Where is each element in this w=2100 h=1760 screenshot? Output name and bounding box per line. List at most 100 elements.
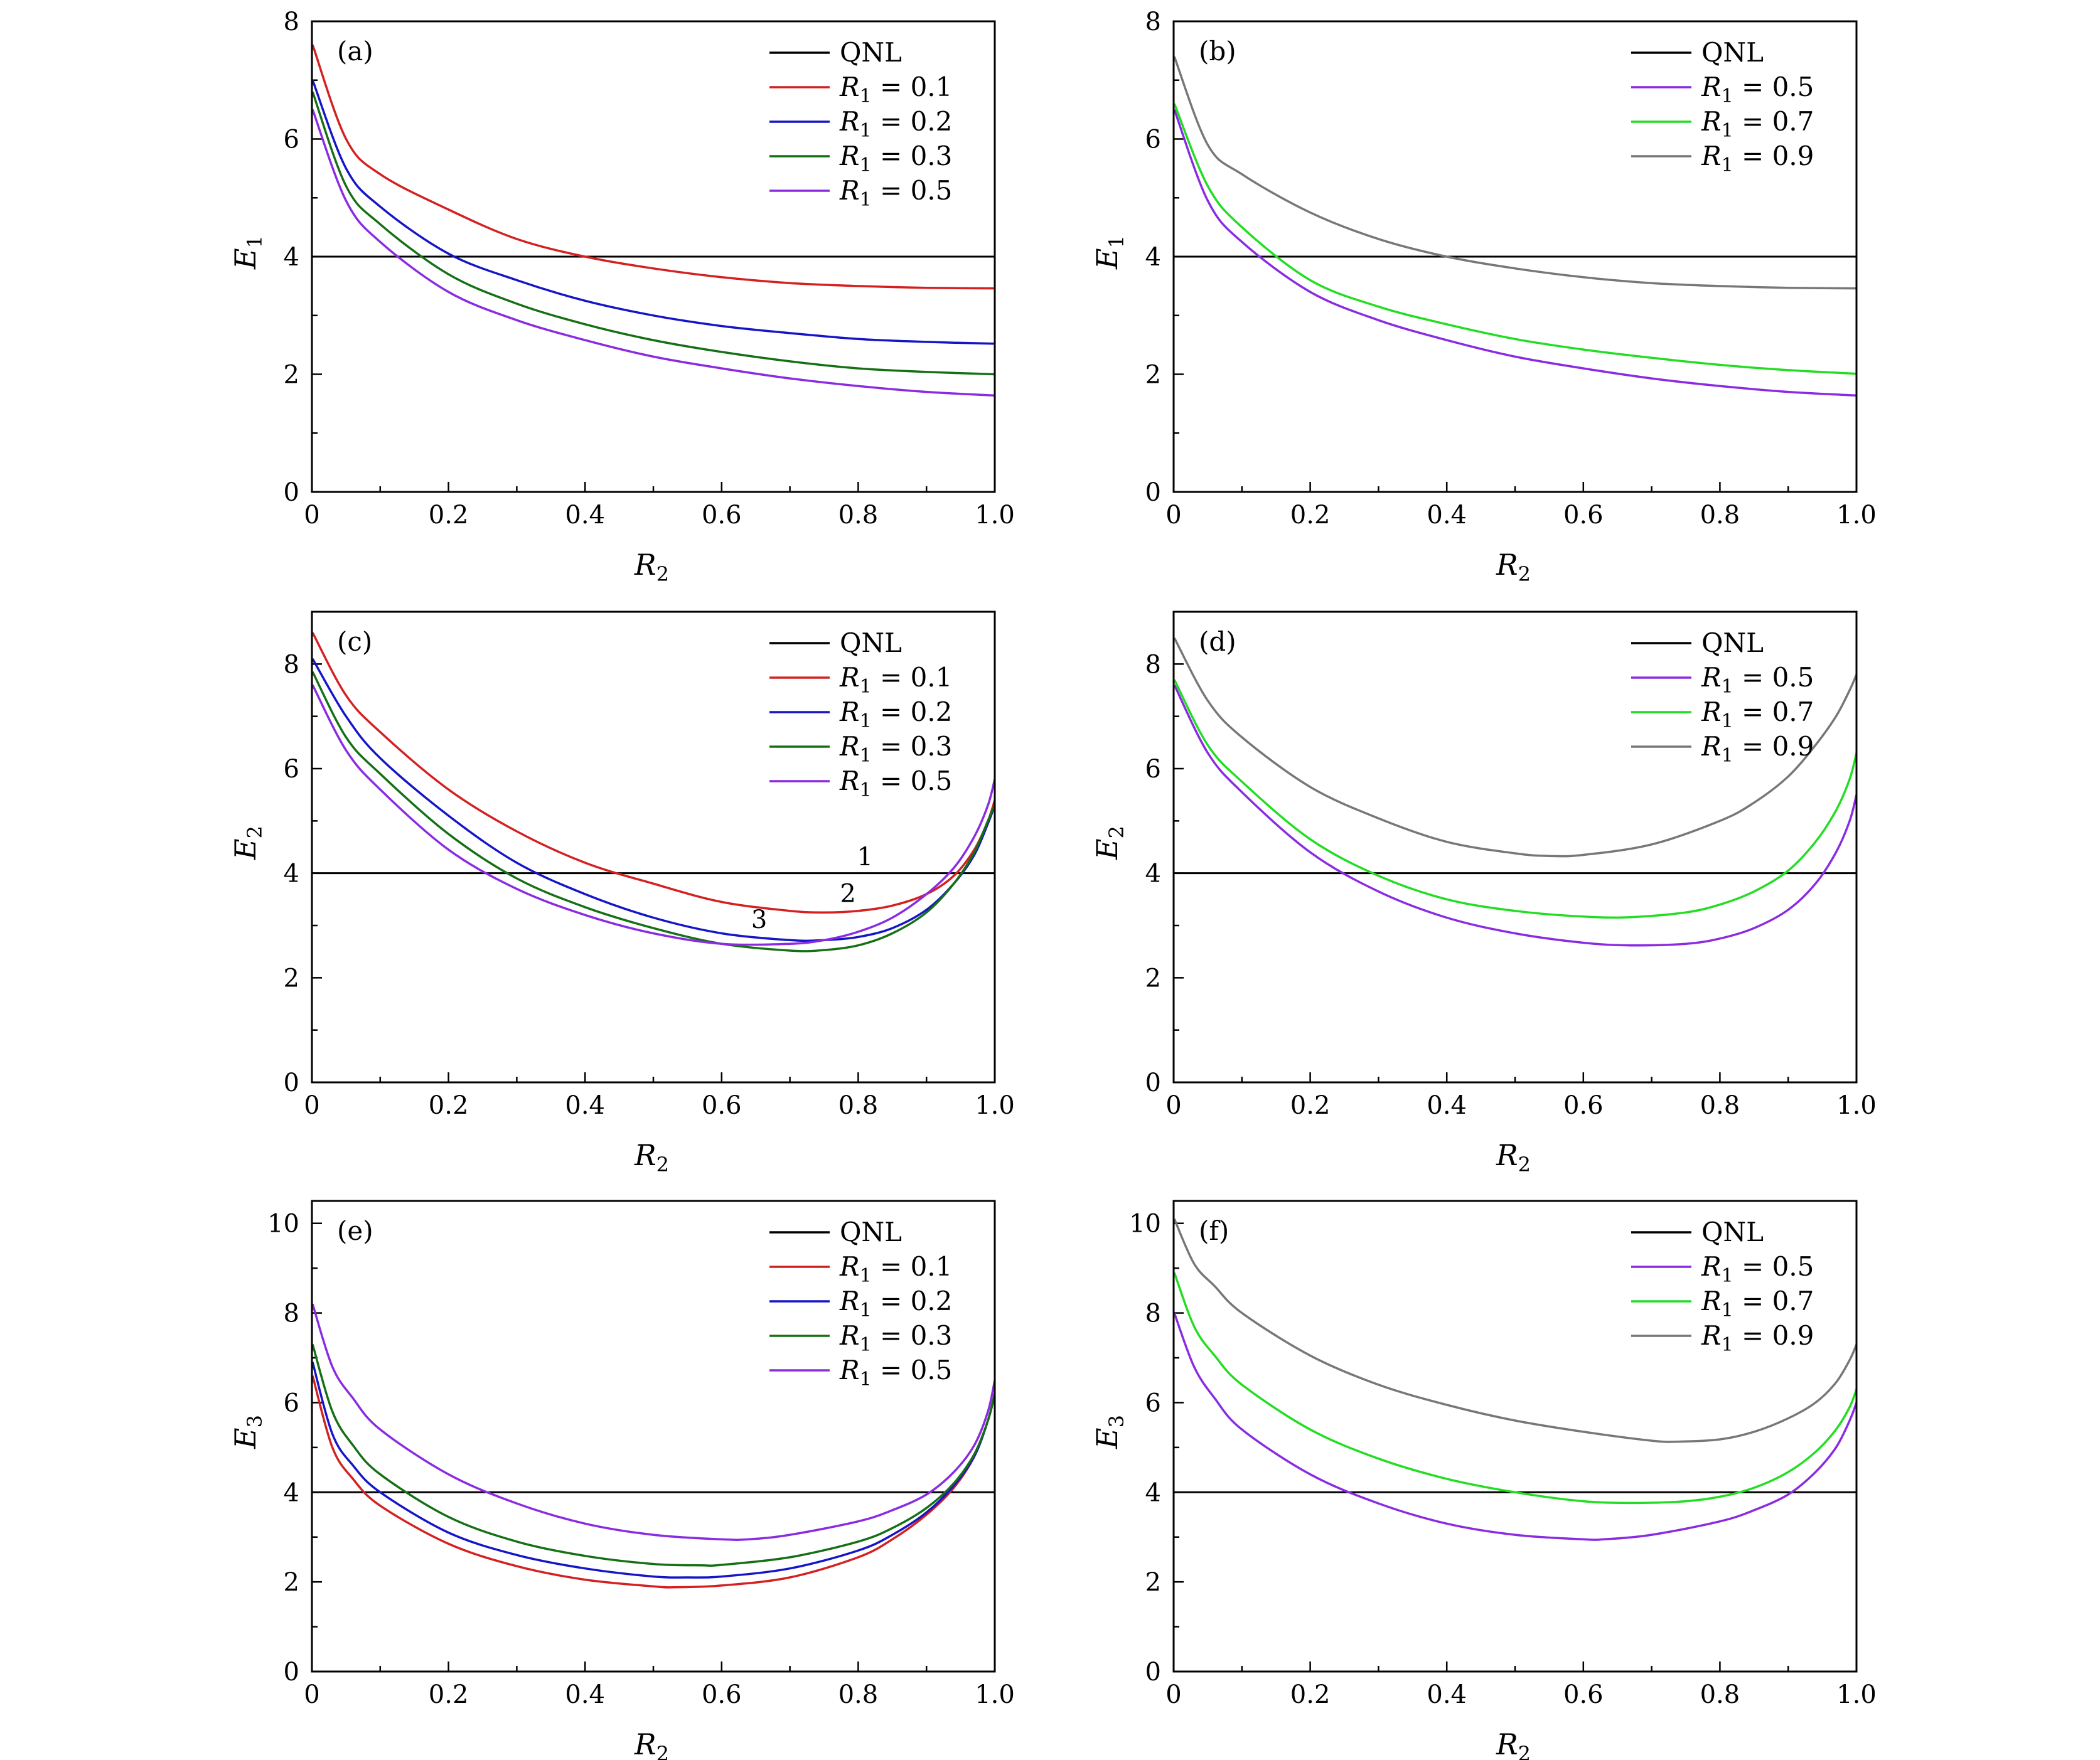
x-tick-label: 0.2: [429, 1091, 469, 1120]
x-tick-label: 0.6: [1563, 501, 1604, 530]
x-tick-label: 1.0: [975, 1091, 1015, 1120]
x-tick-label: 1.0: [1836, 1091, 1877, 1120]
x-tick-label: 0.2: [1290, 501, 1331, 530]
x-tick-label: 0.6: [702, 501, 742, 530]
x-tick-label: 0.6: [1563, 1091, 1604, 1120]
series-line: [312, 632, 995, 914]
y-tick-label: 6: [1145, 125, 1161, 154]
y-tick-label: 6: [284, 125, 299, 154]
legend-entry: QNL: [1701, 37, 1764, 68]
x-tick-label: 0: [1165, 1680, 1181, 1709]
y-tick-label: 6: [1145, 755, 1161, 784]
series-line: [1174, 684, 1856, 947]
series-line: [1174, 637, 1856, 858]
x-axis-title: R2: [634, 1138, 669, 1176]
series-line: [312, 1344, 995, 1567]
y-tick-label: 8: [284, 1299, 299, 1328]
y-tick-label: 2: [284, 1568, 299, 1597]
x-tick-label: 0.8: [1700, 501, 1740, 530]
panel-label: (c): [337, 626, 372, 657]
y-tick-label: 0: [1145, 478, 1161, 507]
x-axis-title: R2: [1496, 1727, 1531, 1760]
x-axis-title: R2: [634, 1727, 669, 1760]
y-tick-label: 8: [1145, 650, 1161, 679]
y-tick-label: 10: [1129, 1210, 1161, 1239]
x-tick-label: 0.2: [429, 1680, 469, 1709]
plot-frame: [311, 1200, 996, 1673]
plot-frame: [1172, 611, 1858, 1084]
y-tick-label: 4: [1145, 860, 1161, 888]
series-line: [312, 1303, 995, 1541]
series-line: [1174, 109, 1856, 397]
legend-entry: R1 = 0.3: [839, 141, 952, 176]
x-tick-label: 0: [1165, 1091, 1181, 1120]
legend-entry: R1 = 0.9: [1701, 1320, 1814, 1356]
legend-entry: R1 = 0.9: [1701, 731, 1814, 767]
y-axis-title: E3: [228, 1415, 267, 1449]
legend-entry: R1 = 0.2: [839, 106, 952, 142]
y-tick-label: 0: [1145, 1658, 1161, 1687]
y-axis-title: E1: [228, 235, 267, 270]
x-tick-label: 1.0: [1836, 1680, 1877, 1709]
series-line: [312, 109, 995, 397]
legend-entry: R1 = 0.5: [1701, 1251, 1814, 1287]
y-tick-label: 8: [284, 8, 299, 36]
legend-entry: R1 = 0.5: [839, 175, 952, 211]
x-tick-label: 1.0: [1836, 501, 1877, 530]
legend-entry: QNL: [1701, 1217, 1764, 1247]
x-tick-label: 0.8: [838, 1091, 879, 1120]
series-line: [1174, 103, 1856, 375]
panel-label: (f): [1199, 1215, 1229, 1246]
legend-entry: R1 = 0.5: [1701, 662, 1814, 698]
x-axis-title: R2: [1496, 548, 1531, 586]
series-line: [312, 1362, 995, 1579]
x-tick-label: 0.8: [1700, 1091, 1740, 1120]
y-axis-title: E2: [228, 826, 267, 860]
x-tick-label: 0.4: [1427, 1680, 1467, 1709]
series-line: [1174, 56, 1856, 290]
y-tick-label: 2: [284, 964, 299, 993]
y-tick-label: 2: [1145, 964, 1161, 993]
x-tick-label: 0.8: [1700, 1680, 1740, 1709]
plot-frame: [1172, 1200, 1858, 1673]
y-tick-label: 8: [284, 650, 299, 679]
x-axis-title: R2: [634, 548, 669, 586]
y-tick-label: 0: [284, 1658, 299, 1687]
panel-label: (b): [1199, 36, 1236, 67]
y-tick-label: 6: [284, 755, 299, 784]
legend-entry: R1 = 0.5: [1701, 72, 1814, 107]
legend-entry: R1 = 0.9: [1701, 141, 1814, 176]
series-line: [312, 80, 995, 345]
x-tick-label: 0.4: [1427, 1091, 1467, 1120]
curve-annotation: 3: [751, 905, 767, 934]
x-tick-label: 0.8: [838, 501, 879, 530]
series-line: [1174, 1313, 1856, 1541]
plot-frame: [311, 20, 996, 493]
plot-frame: [1172, 20, 1858, 493]
y-tick-label: 0: [284, 1069, 299, 1097]
y-tick-label: 4: [284, 1478, 299, 1507]
x-tick-label: 0.6: [702, 1680, 742, 1709]
panel-label: (a): [337, 36, 373, 67]
x-tick-label: 0.6: [702, 1091, 742, 1120]
series-line: [312, 91, 995, 376]
series-line: [1174, 1218, 1856, 1443]
y-tick-label: 6: [1145, 1389, 1161, 1417]
y-tick-label: 6: [284, 1389, 299, 1417]
legend-entry: R1 = 0.7: [1701, 1286, 1814, 1321]
x-tick-label: 0: [304, 1091, 319, 1120]
series-line: [1174, 1272, 1856, 1505]
x-tick-label: 0: [1165, 501, 1181, 530]
x-tick-label: 1.0: [975, 501, 1015, 530]
y-tick-label: 4: [284, 860, 299, 888]
y-tick-label: 0: [1145, 1069, 1161, 1097]
x-tick-label: 0.6: [1563, 1680, 1604, 1709]
x-tick-label: 0.4: [565, 1091, 605, 1120]
x-tick-label: 0.2: [1290, 1680, 1331, 1709]
plot-frame: [311, 611, 996, 1084]
y-tick-label: 8: [1145, 1299, 1161, 1328]
